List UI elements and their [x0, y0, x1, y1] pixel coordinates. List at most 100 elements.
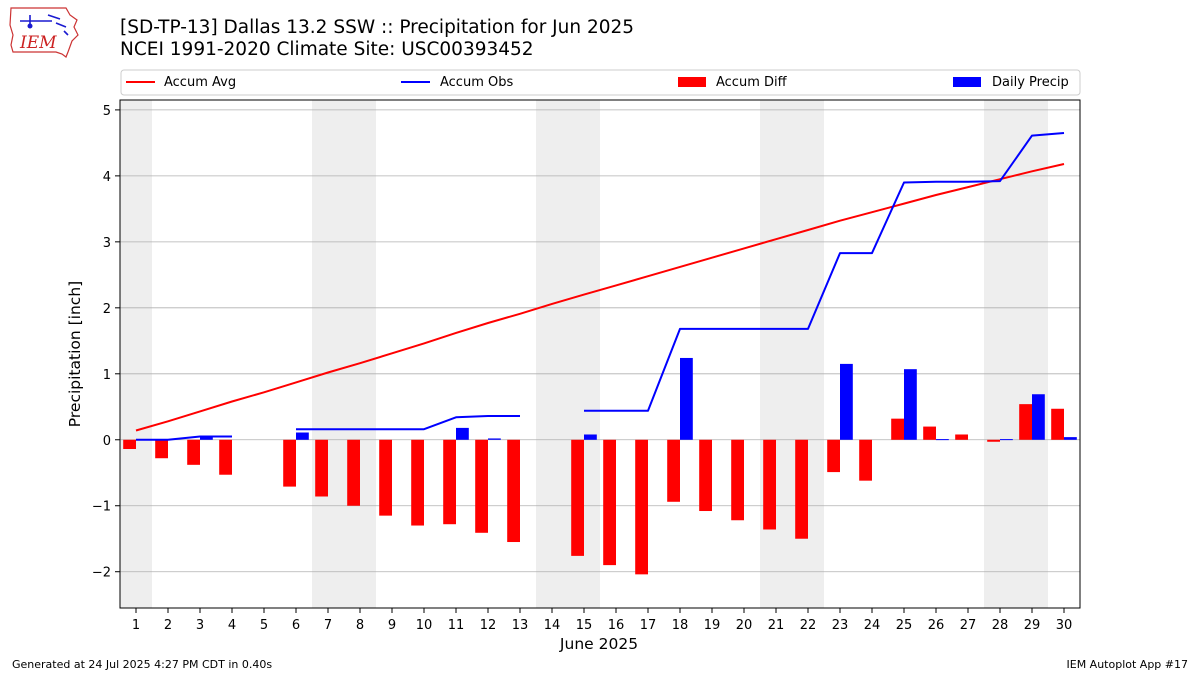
daily-precip-bar-29	[1032, 394, 1045, 440]
x-tick-label-13: 13	[512, 618, 529, 633]
accum-diff-bar-29	[1019, 404, 1032, 440]
y-tick-label--2: −2	[92, 566, 111, 581]
x-tick-label-15: 15	[576, 618, 593, 633]
accum-diff-bar-23	[827, 439, 840, 473]
x-tick-label-25: 25	[896, 618, 913, 633]
accum-diff-bar-6	[283, 439, 296, 487]
y-tick-label-2: 2	[103, 302, 111, 317]
x-tick-label-8: 8	[356, 618, 364, 633]
daily-precip-bar-30	[1064, 437, 1077, 440]
weekend-shade-29	[1016, 100, 1048, 608]
x-tick-label-16: 16	[608, 618, 625, 633]
x-tick-label-26: 26	[928, 618, 945, 633]
accum-diff-bar-22	[795, 439, 808, 539]
daily-precip-bar-18	[680, 357, 693, 440]
accum-diff-bar-20	[731, 439, 744, 521]
accum-obs-line-1	[136, 435, 232, 441]
accum-diff-bar-2	[155, 439, 168, 459]
x-tick-label-19: 19	[704, 618, 721, 633]
legend-swatch-accum-diff	[678, 77, 706, 87]
y-tick-label-3: 3	[103, 236, 111, 251]
accum-diff-bar-12	[475, 439, 488, 533]
legend-label-accum-obs: Accum Obs	[440, 75, 513, 90]
x-tick-label-6: 6	[292, 618, 300, 633]
accum-diff-bar-15	[571, 439, 584, 556]
accum-obs-line-2	[296, 415, 520, 431]
weekend-shade-1	[120, 100, 152, 608]
daily-precip-bar-15	[584, 434, 597, 440]
x-tick-label-10: 10	[416, 618, 433, 633]
daily-precip-bar-25	[904, 369, 917, 440]
x-tick-label-17: 17	[640, 618, 657, 633]
x-tick-label-1: 1	[132, 618, 140, 633]
accum-diff-bar-3	[187, 439, 200, 465]
y-tick-label-5: 5	[103, 104, 111, 119]
daily-precip-bar-11	[456, 427, 469, 440]
legend-box	[120, 69, 1081, 96]
legend-swatch-daily-precip	[953, 77, 981, 87]
accum-diff-bar-17	[635, 439, 648, 575]
accum-avg-line-1	[135, 163, 1065, 432]
chart-subtitle: NCEI 1991-2020 Climate Site: USC00393452	[120, 39, 534, 60]
accum-diff-bar-19	[699, 439, 712, 512]
x-tick-label-14: 14	[544, 618, 561, 633]
accum-diff-bar-24	[859, 439, 872, 481]
legend-label-accum-avg: Accum Avg	[164, 75, 236, 90]
x-tick-label-27: 27	[960, 618, 977, 633]
daily-precip-bar-6	[296, 432, 309, 440]
accum-diff-bar-4	[219, 439, 232, 475]
x-tick-label-2: 2	[164, 618, 172, 633]
accum-diff-bar-9	[379, 439, 392, 516]
accum-diff-bar-26	[923, 426, 936, 440]
weekend-shade-7	[312, 100, 344, 608]
accum-diff-bar-27	[955, 434, 968, 440]
x-tick-label-7: 7	[324, 618, 332, 633]
accum-diff-bar-8	[347, 439, 360, 506]
lines	[135, 132, 1065, 441]
accum-diff-bar-28	[987, 439, 1000, 442]
y-tick-label-1: 1	[103, 368, 111, 383]
accum-diff-bar-16	[603, 439, 616, 566]
plot-frame	[119, 99, 1081, 609]
x-tick-label-21: 21	[768, 618, 785, 633]
x-tick-label-9: 9	[388, 618, 396, 633]
accum-diff-bar-7	[315, 439, 328, 497]
y-axis-label: Precipitation [inch]	[66, 281, 84, 427]
x-tick-label-3: 3	[196, 618, 204, 633]
daily-precip-bar-12	[488, 438, 501, 440]
accum-obs-line-3	[584, 132, 1065, 412]
accum-diff-bar-18	[667, 439, 680, 502]
ticks: 1 2 3 4 5 6 7 8 9 10 11 12 13 14 15 16 17 18 19 20 21 22 23 24 2…	[92, 104, 1072, 633]
x-tick-label-4: 4	[228, 618, 236, 633]
accum-diff-bar-1	[123, 439, 136, 450]
chart-title: [SD-TP-13] Dallas 13.2 SSW :: Precipitat…	[120, 17, 635, 38]
legend: Accum Avg Accum Obs Accum Diff Daily Pre…	[120, 69, 1081, 96]
x-tick-label-11: 11	[448, 618, 465, 633]
accum-diff-bar-21	[763, 439, 776, 530]
weekend-shade-14	[536, 100, 568, 608]
bars	[123, 357, 1077, 575]
legend-label-daily-precip: Daily Precip	[992, 75, 1069, 90]
daily-precip-bar-3	[200, 436, 213, 440]
x-tick-label-18: 18	[672, 618, 689, 633]
x-tick-label-28: 28	[992, 618, 1009, 633]
accum-diff-bar-13	[507, 439, 520, 543]
weekend-shade-8	[344, 100, 376, 608]
x-tick-label-22: 22	[800, 618, 817, 633]
footer-app: IEM Autoplot App #17	[1066, 658, 1189, 671]
x-tick-label-5: 5	[260, 618, 268, 633]
x-tick-label-20: 20	[736, 618, 753, 633]
logo-text: IEM	[19, 33, 57, 53]
daily-precip-bar-26	[936, 439, 949, 441]
weekend-shading	[120, 100, 1048, 608]
x-axis-label: June 2025	[559, 635, 638, 653]
accum-diff-bar-11	[443, 439, 456, 525]
y-tick-label-0: 0	[103, 434, 111, 449]
x-tick-label-29: 29	[1024, 618, 1041, 633]
x-tick-label-12: 12	[480, 618, 497, 633]
footer-generated: Generated at 24 Jul 2025 4:27 PM CDT in …	[12, 658, 273, 671]
accum-diff-bar-30	[1051, 408, 1064, 440]
daily-precip-bar-23	[840, 363, 853, 440]
daily-precip-bar-28	[1000, 439, 1013, 441]
